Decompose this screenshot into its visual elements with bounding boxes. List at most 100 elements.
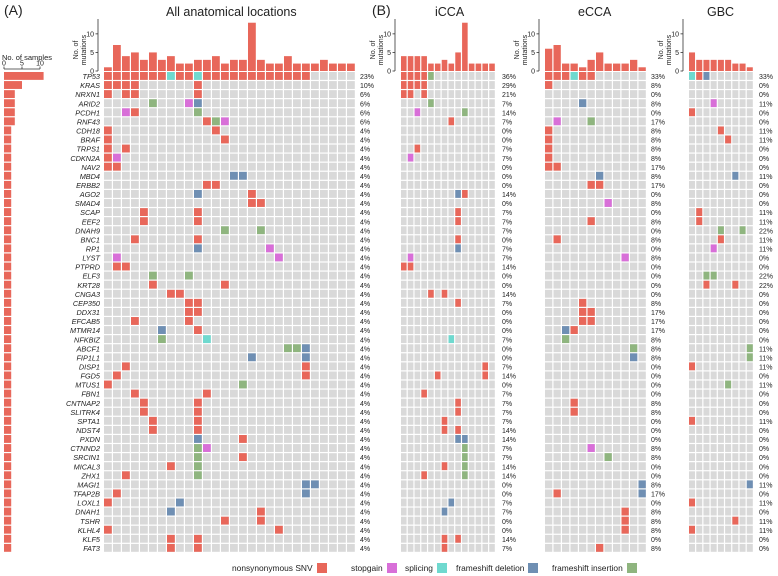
grid-cell-all (320, 317, 328, 325)
grid-cell-ecca (553, 453, 561, 462)
grid-cell-ecca (553, 416, 561, 425)
grid-cell-icca (401, 444, 407, 452)
grid-cell-all (149, 126, 157, 135)
grid-cell-all (284, 226, 292, 235)
grid-cell-all (239, 543, 247, 552)
grid-cell-all (185, 525, 193, 534)
grid-cell-icca (421, 534, 427, 543)
grid-cell-all (212, 307, 220, 316)
grid-cell-all (167, 317, 175, 325)
grid-cell-all (248, 153, 256, 162)
legend-swatch-fsdel (528, 563, 539, 573)
grid-cell-all (185, 389, 193, 398)
mutation-count-bar-icca (401, 56, 407, 71)
grid-cell-gbc (739, 335, 746, 344)
grid-cell-gbc (732, 307, 739, 316)
percent-label-all: 6% (360, 92, 370, 99)
grid-cell-all (122, 407, 130, 416)
grid-cell-ecca (562, 344, 570, 353)
grid-cell-all (131, 344, 139, 353)
grid-cell-all (113, 108, 121, 117)
grid-cell-all (185, 380, 193, 389)
grid-cell-gbc (746, 226, 753, 235)
mutation-cell-pcdh1-stopgain (122, 108, 130, 117)
grid-cell-ecca (621, 244, 629, 253)
percent-label-icca: 0% (502, 138, 512, 145)
grid-cell-ecca (613, 435, 621, 443)
grid-cell-gbc (696, 162, 703, 171)
grid-cell-ecca (596, 398, 604, 407)
grid-cell-gbc (689, 244, 696, 253)
grid-cell-all (257, 380, 265, 389)
grid-cell-icca (482, 144, 489, 153)
grid-cell-ecca (638, 235, 646, 244)
gene-label-krt28: KRT28 (77, 281, 101, 290)
grid-cell-all (212, 298, 220, 307)
mutation-cell-elf3-fsins (710, 271, 717, 280)
grid-cell-ecca (621, 389, 629, 398)
grid-cell-all (311, 444, 319, 452)
grid-cell-ecca (545, 326, 553, 334)
grid-cell-ecca (613, 462, 621, 471)
grid-cell-ecca (587, 81, 595, 89)
grid-cell-all (221, 126, 229, 135)
grid-cell-all (203, 189, 211, 198)
percent-label-icca: 0% (502, 355, 512, 362)
grid-cell-ecca (562, 498, 570, 507)
grid-cell-icca (448, 280, 455, 289)
grid-cell-ecca (562, 407, 570, 416)
grid-cell-all (338, 498, 346, 507)
grid-cell-all (113, 307, 121, 316)
grid-cell-ecca (562, 208, 570, 217)
grid-cell-ecca (621, 435, 629, 443)
grid-cell-all (338, 543, 346, 552)
grid-cell-icca (482, 298, 489, 307)
grid-cell-icca (489, 344, 495, 353)
grid-cell-icca (475, 99, 482, 108)
grid-cell-all (338, 126, 346, 135)
grid-cell-all (311, 344, 319, 353)
grid-cell-all (320, 389, 328, 398)
grid-cell-ecca (570, 525, 578, 534)
grid-cell-all (320, 380, 328, 389)
grid-cell-all (185, 498, 193, 507)
grid-cell-ecca (604, 335, 612, 344)
grid-cell-icca (441, 153, 448, 162)
grid-cell-all (275, 362, 283, 371)
grid-cell-all (329, 280, 337, 289)
grid-cell-all (167, 435, 175, 443)
grid-cell-icca (401, 380, 407, 389)
grid-cell-ecca (587, 389, 595, 398)
grid-cell-gbc (746, 335, 753, 344)
grid-cell-all (158, 462, 166, 471)
grid-cell-all (257, 371, 265, 380)
grid-cell-gbc (732, 144, 739, 153)
grid-cell-all (176, 162, 184, 171)
grid-cell-ecca (579, 208, 587, 217)
grid-cell-icca (434, 543, 441, 552)
grid-cell-icca (448, 344, 455, 353)
grid-cell-icca (455, 371, 461, 380)
sample-count-bar-dnah9 (4, 226, 12, 235)
grid-cell-icca (455, 117, 461, 126)
grid-cell-all (284, 90, 292, 99)
grid-cell-all (284, 262, 292, 271)
grid-cell-ecca (621, 416, 629, 425)
grid-cell-gbc (689, 471, 696, 480)
grid-cell-icca (489, 226, 495, 235)
grid-cell-ecca (621, 81, 629, 89)
grid-cell-all (122, 326, 130, 334)
grid-cell-icca (441, 525, 448, 534)
grid-cell-gbc (739, 489, 746, 498)
gene-label-elf3: ELF3 (83, 272, 100, 281)
grid-cell-icca (455, 271, 461, 280)
grid-cell-all (239, 471, 247, 480)
grid-cell-icca (468, 344, 475, 353)
grid-cell-icca (455, 162, 461, 171)
grid-cell-icca (455, 317, 461, 325)
grid-cell-all (212, 135, 220, 144)
grid-cell-all (248, 289, 256, 298)
grid-cell-icca (482, 380, 489, 389)
grid-cell-icca (448, 389, 455, 398)
grid-cell-gbc (732, 298, 739, 307)
